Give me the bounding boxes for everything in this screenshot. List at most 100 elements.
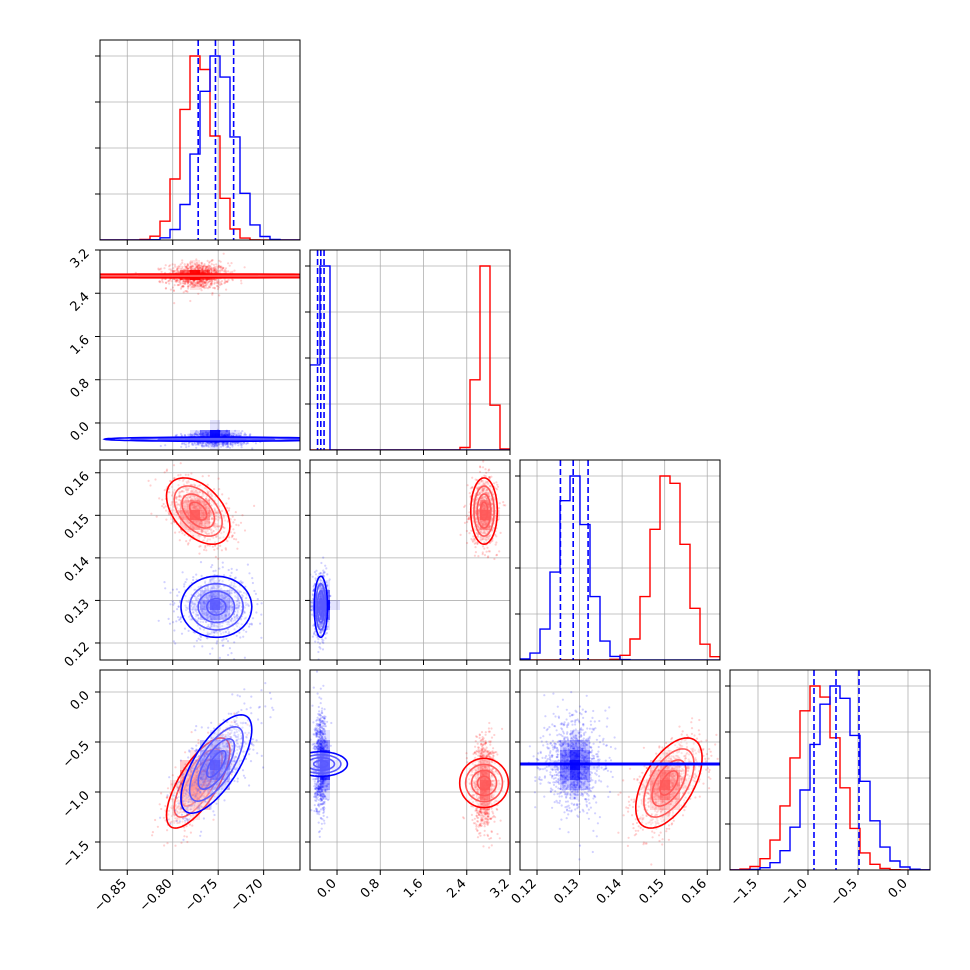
scatter-point bbox=[210, 531, 213, 534]
scatter-point bbox=[194, 597, 197, 600]
scatter-point bbox=[218, 516, 221, 519]
scatter-point bbox=[198, 264, 201, 267]
scatter-point bbox=[221, 267, 224, 270]
scatter-point bbox=[231, 443, 234, 447]
scatter-point bbox=[227, 278, 230, 282]
scatter-point bbox=[207, 264, 210, 267]
scatter-point bbox=[207, 500, 210, 503]
scatter-point bbox=[221, 444, 224, 447]
scatter-point bbox=[168, 268, 171, 271]
scatter-point bbox=[473, 542, 476, 545]
scatter-point bbox=[215, 263, 218, 266]
scatter-point bbox=[207, 441, 210, 445]
scatter-point bbox=[233, 269, 236, 272]
scatter-point bbox=[221, 616, 224, 620]
scatter-point bbox=[204, 519, 207, 522]
scatter-point bbox=[222, 442, 225, 445]
scatter-point bbox=[211, 443, 214, 446]
scatter-point bbox=[237, 597, 240, 600]
scatter-point bbox=[189, 483, 192, 486]
scatter-point bbox=[178, 503, 181, 506]
panel-2-0 bbox=[147, 462, 263, 660]
scatter-point bbox=[171, 600, 174, 603]
scatter-point bbox=[212, 585, 215, 588]
scatter-point bbox=[184, 505, 187, 508]
scatter-point bbox=[215, 442, 218, 445]
scatter-point bbox=[213, 445, 216, 448]
scatter-point bbox=[233, 591, 236, 594]
scatter-point bbox=[195, 258, 198, 261]
scatter-point bbox=[178, 281, 181, 284]
scatter-point bbox=[221, 566, 224, 569]
scatter-point bbox=[185, 519, 188, 522]
scatter-point bbox=[234, 510, 237, 514]
scatter-point bbox=[167, 491, 170, 494]
scatter-point bbox=[169, 268, 172, 271]
scatter-point bbox=[167, 617, 170, 621]
scatter-point bbox=[150, 512, 153, 515]
scatter-point bbox=[213, 442, 216, 445]
scatter-point bbox=[184, 500, 187, 503]
scatter-point bbox=[219, 266, 222, 269]
scatter-point bbox=[190, 487, 193, 490]
scatter-point bbox=[210, 263, 213, 266]
scatter-point bbox=[163, 267, 166, 270]
scatter-point bbox=[186, 290, 189, 293]
scatter-point bbox=[186, 519, 190, 523]
scatter-point bbox=[189, 433, 193, 436]
scatter-point bbox=[479, 466, 482, 469]
scatter-point bbox=[177, 616, 180, 619]
scatter-point bbox=[205, 265, 208, 268]
scatter-point bbox=[199, 561, 203, 564]
scatter-point bbox=[204, 544, 207, 548]
scatter-point bbox=[183, 585, 186, 588]
scatter-point bbox=[187, 445, 190, 448]
scatter-point bbox=[176, 267, 179, 271]
scatter-point bbox=[216, 268, 219, 271]
scatter-point bbox=[490, 475, 493, 478]
scatter-point bbox=[181, 532, 184, 535]
scatter-point bbox=[233, 518, 236, 521]
scatter-point bbox=[211, 443, 214, 446]
scatter-point bbox=[186, 282, 189, 285]
scatter-point bbox=[193, 483, 196, 486]
scatter-point bbox=[186, 285, 189, 288]
scatter-point bbox=[185, 540, 188, 543]
scatter-point bbox=[210, 622, 213, 625]
scatter-point bbox=[162, 502, 165, 506]
scatter-point bbox=[210, 270, 213, 273]
scatter-point bbox=[233, 531, 236, 535]
scatter-point bbox=[169, 288, 172, 291]
scatter-point bbox=[196, 433, 199, 436]
scatter-point bbox=[201, 530, 204, 534]
scatter-point bbox=[208, 520, 211, 524]
scatter-point bbox=[205, 265, 208, 268]
scatter-point bbox=[199, 284, 203, 288]
scatter-point bbox=[214, 442, 217, 445]
scatter-point bbox=[210, 259, 214, 262]
scatter-point bbox=[474, 551, 477, 554]
scatter-point bbox=[495, 535, 498, 538]
scatter-point bbox=[226, 441, 230, 444]
scatter-point bbox=[216, 511, 219, 514]
scatter-point bbox=[184, 487, 187, 490]
scatter-point bbox=[230, 617, 233, 621]
scatter-point bbox=[216, 444, 219, 447]
scatter-point bbox=[196, 266, 199, 269]
scatter-point bbox=[204, 443, 207, 446]
scatter-point bbox=[182, 282, 185, 285]
scatter-point bbox=[210, 260, 213, 263]
scatter-point bbox=[212, 269, 215, 273]
scatter-point bbox=[211, 441, 214, 445]
scatter-point bbox=[189, 280, 192, 283]
scatter-point bbox=[222, 442, 225, 445]
scatter-point bbox=[235, 596, 238, 599]
scatter-point bbox=[217, 264, 221, 267]
scatter-point bbox=[256, 598, 259, 601]
scatter-point bbox=[187, 479, 190, 483]
scatter-point bbox=[215, 270, 218, 273]
density-cell bbox=[190, 280, 200, 290]
scatter-point bbox=[200, 281, 203, 284]
scatter-point bbox=[210, 625, 213, 628]
scatter-point bbox=[205, 531, 208, 535]
